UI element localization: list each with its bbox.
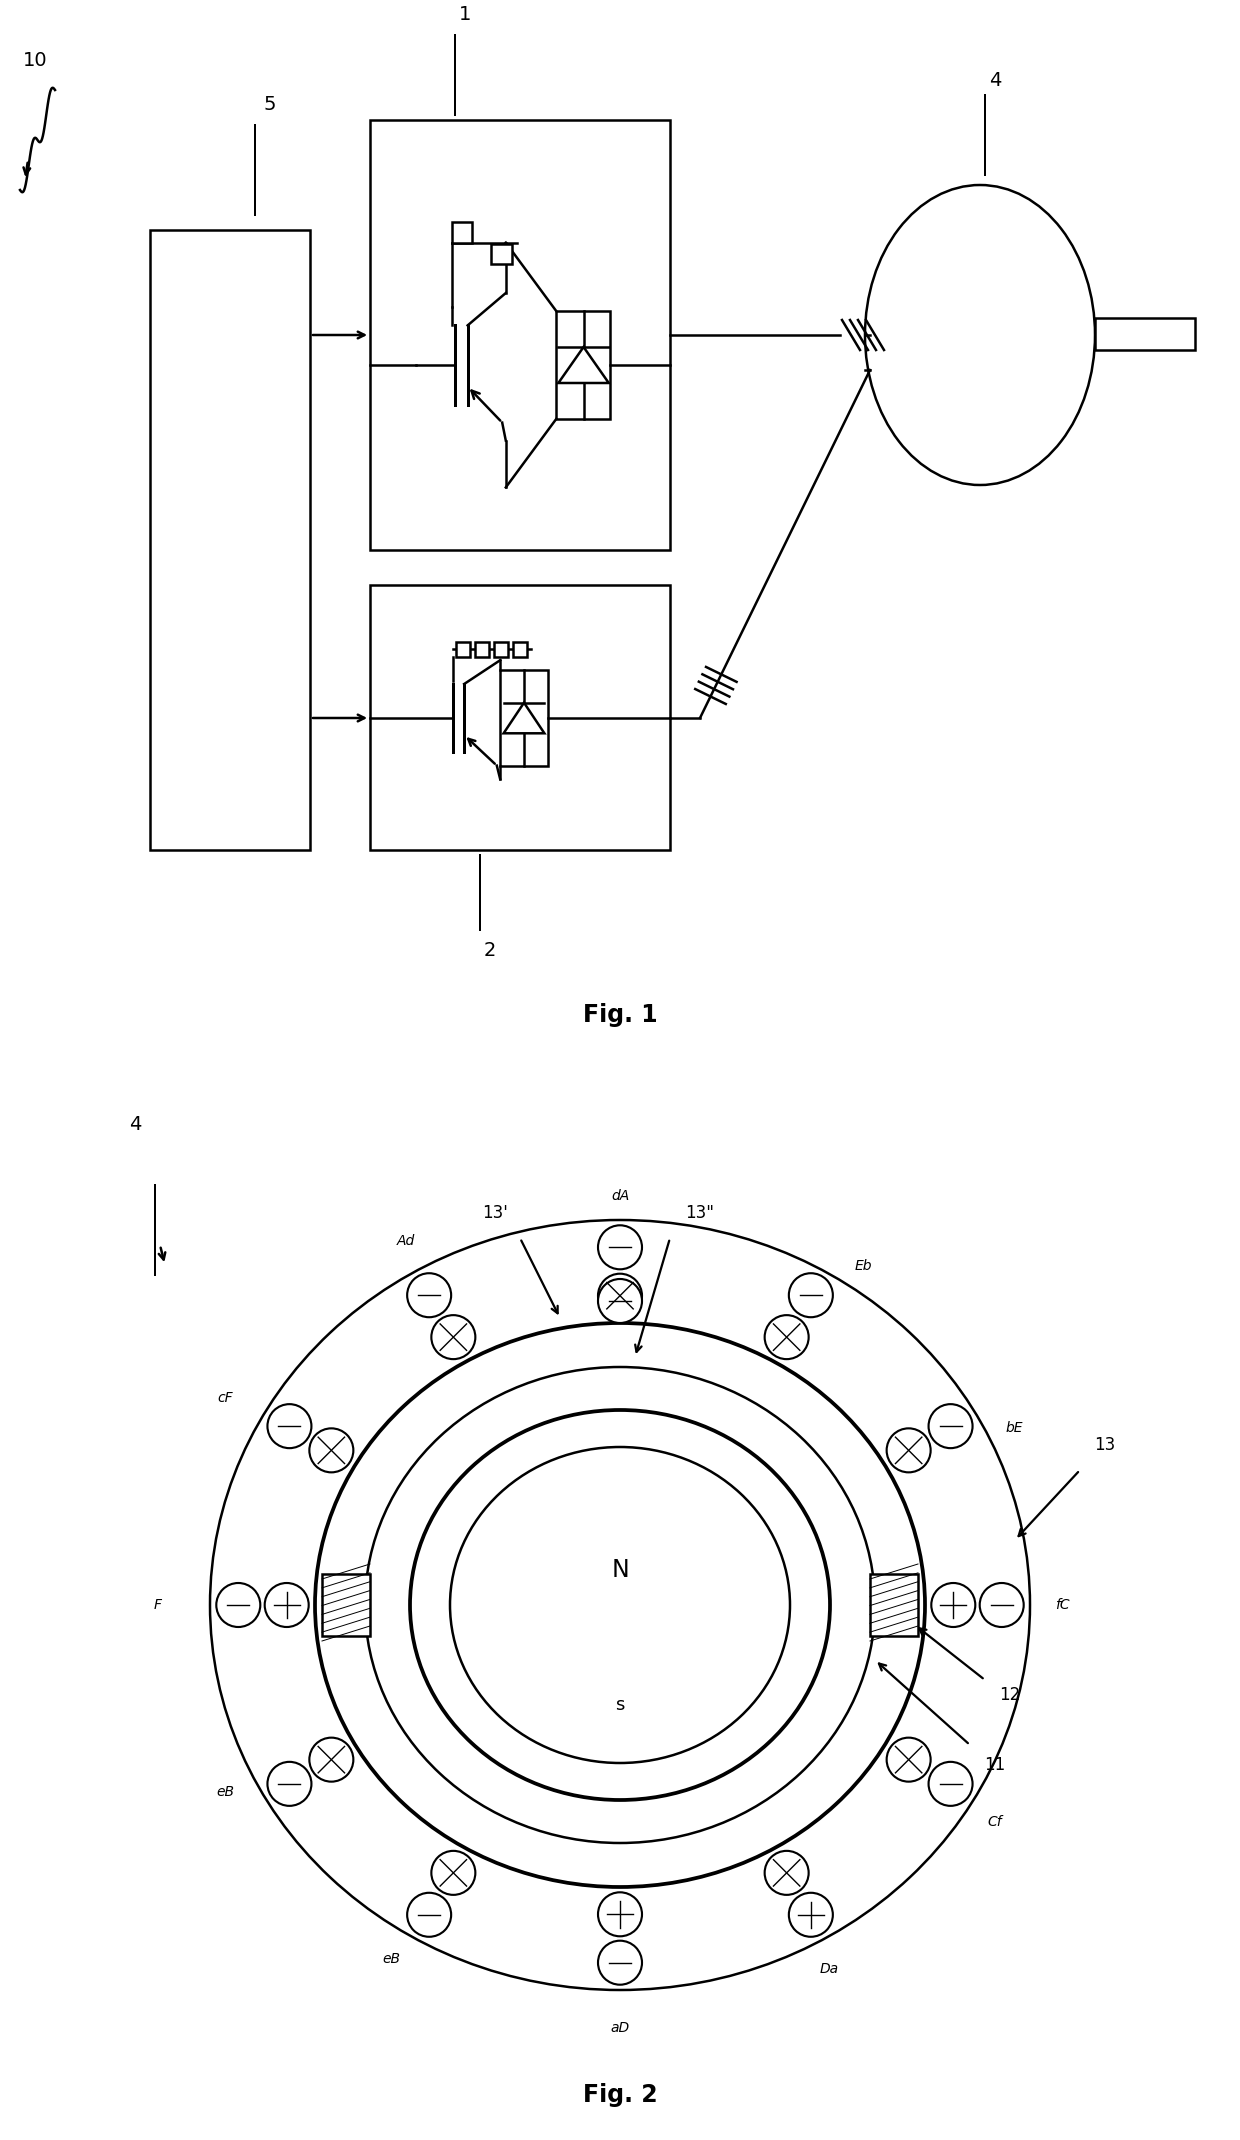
Bar xyxy=(370,584,670,850)
Circle shape xyxy=(407,1892,451,1937)
Ellipse shape xyxy=(410,1410,830,1800)
Text: 1: 1 xyxy=(459,6,471,24)
Text: N: N xyxy=(611,1558,629,1581)
Bar xyxy=(557,310,610,419)
Text: 5: 5 xyxy=(264,96,277,116)
Circle shape xyxy=(887,1738,931,1783)
Bar xyxy=(491,244,512,263)
Bar xyxy=(451,223,472,242)
Text: cF: cF xyxy=(217,1391,233,1406)
Text: dA: dA xyxy=(611,1190,629,1203)
Bar xyxy=(322,1575,370,1635)
Circle shape xyxy=(929,1761,972,1806)
Circle shape xyxy=(598,1280,642,1323)
Circle shape xyxy=(789,1892,833,1937)
Circle shape xyxy=(432,1316,475,1359)
Text: Da: Da xyxy=(820,1962,838,1975)
Text: 13: 13 xyxy=(1095,1436,1116,1453)
Text: 4: 4 xyxy=(988,71,1001,90)
Bar xyxy=(870,1575,918,1635)
Bar xyxy=(513,642,527,657)
Circle shape xyxy=(407,1273,451,1318)
Text: Eb: Eb xyxy=(856,1258,873,1273)
Circle shape xyxy=(980,1584,1024,1626)
Text: eB: eB xyxy=(382,1952,401,1967)
Circle shape xyxy=(598,1226,642,1269)
Bar xyxy=(1095,319,1195,351)
Bar xyxy=(150,229,310,850)
Circle shape xyxy=(929,1404,972,1449)
Ellipse shape xyxy=(315,1323,925,1887)
Polygon shape xyxy=(503,702,544,734)
Text: fC: fC xyxy=(1055,1599,1070,1611)
Text: Ad: Ad xyxy=(397,1235,415,1248)
Circle shape xyxy=(598,1273,642,1318)
Text: 13': 13' xyxy=(482,1205,508,1222)
Circle shape xyxy=(216,1584,260,1626)
Text: 2: 2 xyxy=(484,939,496,959)
Circle shape xyxy=(765,1851,808,1894)
Bar xyxy=(500,670,548,766)
Circle shape xyxy=(598,1941,642,1984)
Circle shape xyxy=(789,1273,833,1318)
Text: 13": 13" xyxy=(686,1205,714,1222)
Ellipse shape xyxy=(866,184,1095,486)
Bar xyxy=(456,642,470,657)
Circle shape xyxy=(309,1427,353,1472)
Text: aD: aD xyxy=(610,2022,630,2035)
Text: Fig. 2: Fig. 2 xyxy=(583,2082,657,2108)
Ellipse shape xyxy=(450,1447,790,1763)
Text: 11: 11 xyxy=(985,1757,1006,1774)
Bar xyxy=(370,120,670,550)
Circle shape xyxy=(309,1738,353,1783)
Ellipse shape xyxy=(210,1220,1030,1990)
Ellipse shape xyxy=(365,1367,875,1843)
Polygon shape xyxy=(558,347,609,383)
Bar xyxy=(475,642,489,657)
Text: 10: 10 xyxy=(22,51,47,68)
Circle shape xyxy=(765,1316,808,1359)
Text: bE: bE xyxy=(1006,1421,1023,1436)
Circle shape xyxy=(887,1427,931,1472)
Text: F: F xyxy=(154,1599,161,1611)
Circle shape xyxy=(268,1404,311,1449)
Text: 12: 12 xyxy=(999,1686,1021,1703)
Bar xyxy=(494,642,507,657)
Circle shape xyxy=(931,1584,976,1626)
Circle shape xyxy=(432,1851,475,1894)
Circle shape xyxy=(268,1761,311,1806)
Text: 4: 4 xyxy=(129,1115,141,1134)
Circle shape xyxy=(598,1892,642,1937)
Circle shape xyxy=(264,1584,309,1626)
Text: s: s xyxy=(615,1697,625,1714)
Text: Fig. 1: Fig. 1 xyxy=(583,1004,657,1027)
Text: eB: eB xyxy=(217,1785,234,1800)
Text: Cf: Cf xyxy=(987,1815,1002,1830)
